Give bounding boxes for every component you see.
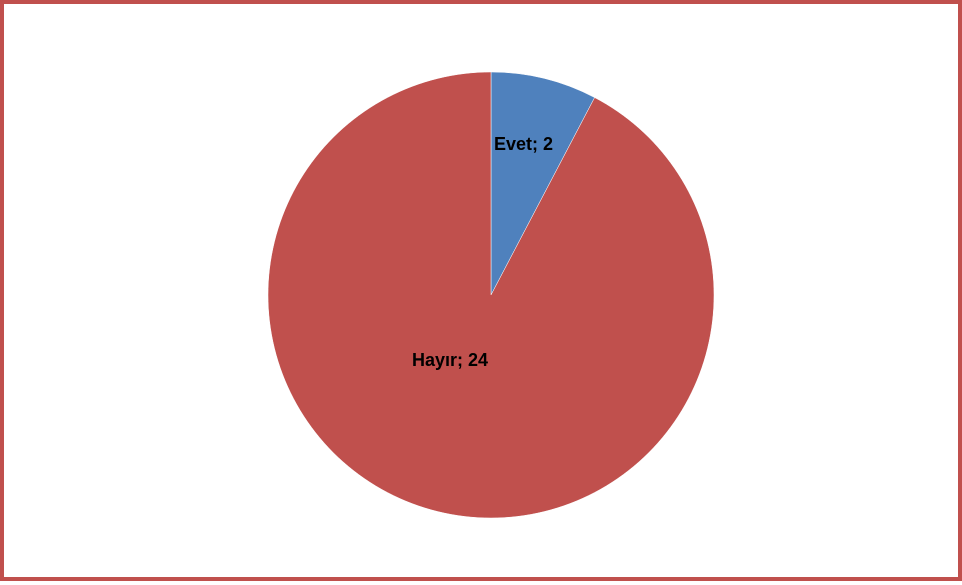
pie-chart: Evet; 2 Hayır; 24 (267, 71, 715, 519)
pie-slice-evet (490, 71, 595, 296)
data-label-evet: Evet; 2 (494, 134, 553, 154)
pie-slice-hay-r (267, 71, 715, 519)
data-label-hayir: Hayır; 24 (412, 350, 488, 370)
